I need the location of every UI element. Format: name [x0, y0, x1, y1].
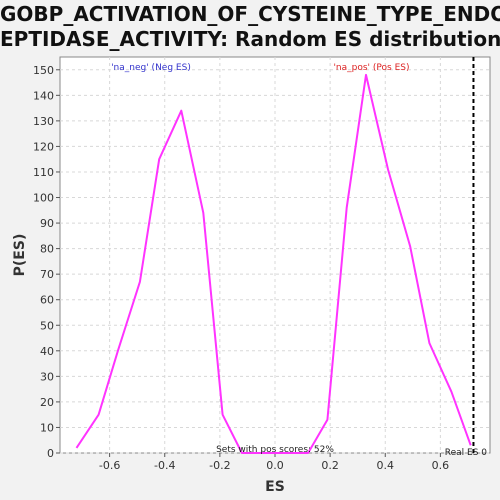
y-tick-label: 40: [40, 345, 54, 358]
y-tick-label: 130: [33, 115, 54, 128]
x-tick-label: 0.0: [266, 459, 284, 472]
y-tick-label: 60: [40, 294, 54, 307]
chart-title: GOBP_ACTIVATION_OF_CYSTEINE_TYPE_ENDOP E…: [0, 2, 500, 52]
x-axis-label: ES: [265, 479, 285, 495]
real-es-annotation: Real ES 0: [445, 448, 488, 458]
y-tick-label: 90: [40, 217, 54, 230]
x-tick-label: 0.2: [321, 459, 339, 472]
pos-es-legend-label: 'na_pos' (Pos ES): [333, 63, 409, 73]
pos-scores-annotation: Sets with pos scores: 52%: [216, 445, 334, 455]
y-tick-label: 140: [33, 89, 54, 102]
series-group: [75, 73, 472, 454]
x-tick-label: -0.2: [209, 459, 230, 472]
y-tick-label: 70: [40, 268, 54, 281]
y-tick-label: 150: [33, 64, 54, 77]
chart-title-line-2: EPTIDASE_ACTIVITY: Random ES distributio…: [0, 27, 500, 51]
y-tick-label: 120: [33, 140, 54, 153]
x-tick-label: 0.4: [377, 459, 395, 472]
x-axis: -0.6 -0.4 -0.2 0.0 0.2 0.4 0.6: [99, 453, 449, 472]
x-tick-label: -0.4: [154, 459, 175, 472]
x-tick-label: -0.6: [99, 459, 120, 472]
es-series-line: [75, 73, 472, 454]
y-tick-label: 110: [33, 166, 54, 179]
y-tick-label: 0: [47, 447, 54, 460]
neg-es-legend-label: 'na_neg' (Neg ES): [111, 63, 191, 73]
x-tick-label: 0.6: [432, 459, 450, 472]
y-axis-label: P(ES): [12, 234, 28, 277]
chart-title-line-1: GOBP_ACTIVATION_OF_CYSTEINE_TYPE_ENDOP: [0, 2, 500, 26]
y-tick-label: 80: [40, 243, 54, 256]
y-axis: 0 10 20 30 40 50 60 70 80 90 100 110 120 130 140 150: [33, 64, 60, 460]
y-tick-label: 30: [40, 370, 54, 383]
y-tick-label: 50: [40, 319, 54, 332]
y-tick-label: 20: [40, 396, 54, 409]
y-tick-label: 10: [40, 421, 54, 434]
y-tick-label: 100: [33, 192, 54, 205]
